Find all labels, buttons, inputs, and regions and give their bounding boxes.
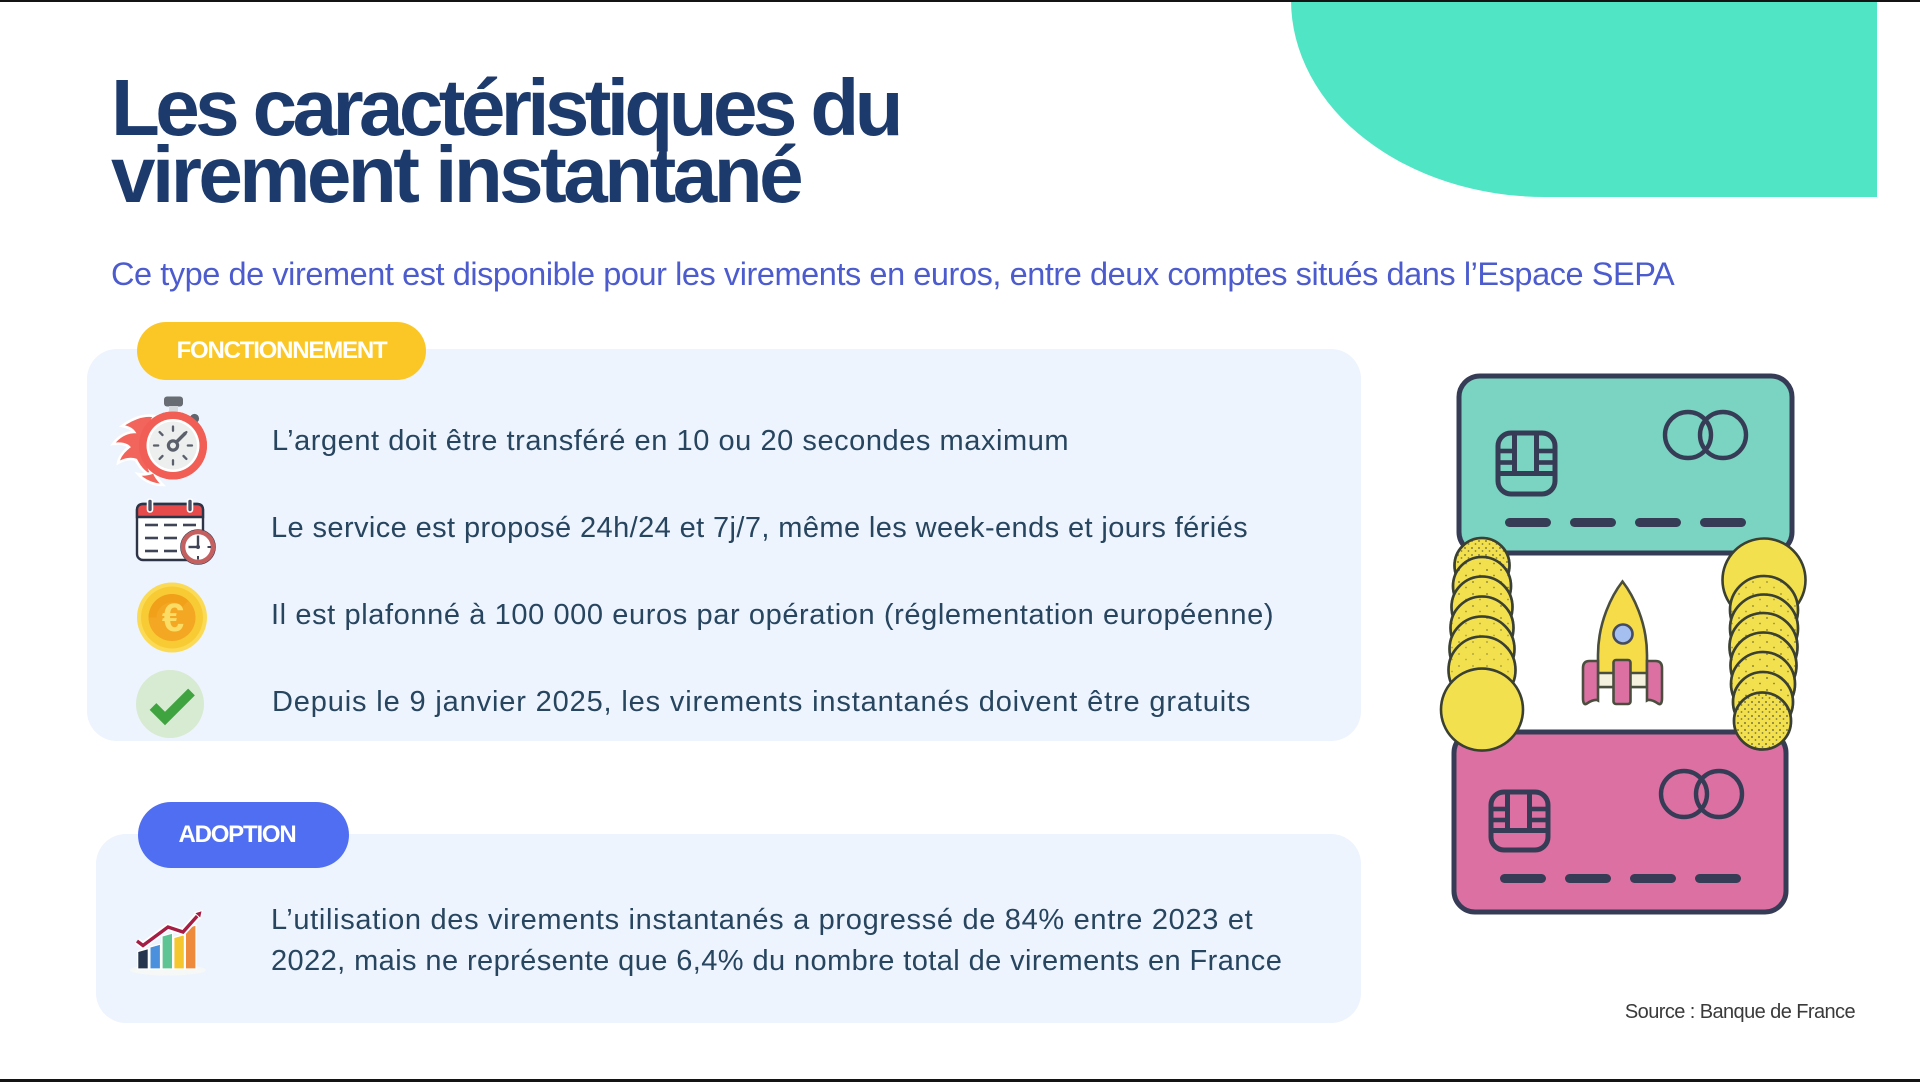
svg-text:€: € (162, 596, 184, 640)
